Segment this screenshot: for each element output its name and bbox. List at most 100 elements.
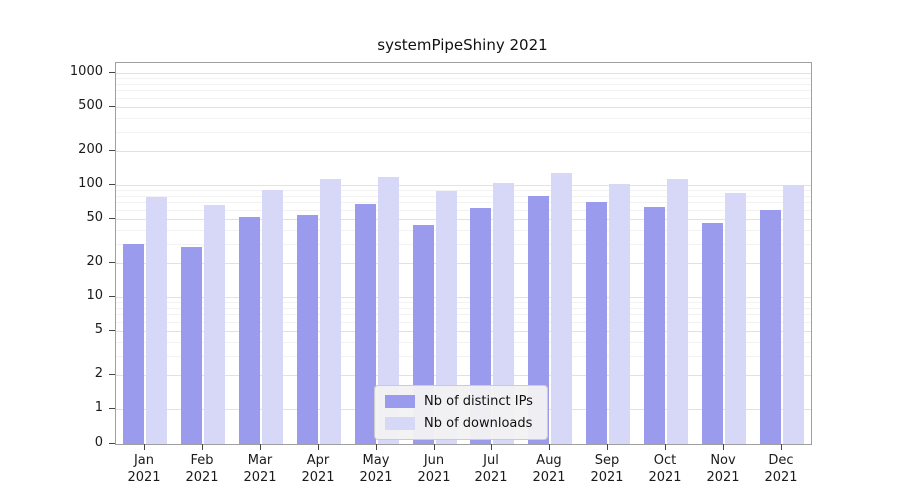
x-tick-mark <box>549 444 550 450</box>
legend-label-downloads: Nb of downloads <box>424 416 533 431</box>
y-tick-label: 1 <box>94 400 103 415</box>
gridline-minor <box>116 78 811 79</box>
x-tick-mark <box>607 444 608 450</box>
x-tick-label: Sep 2021 <box>575 452 639 486</box>
y-tick-mark <box>109 330 115 331</box>
y-tick-mark <box>109 184 115 185</box>
bar-downloads-nov <box>725 193 746 444</box>
bar-distinct-ips-mar <box>239 217 260 444</box>
y-tick-mark <box>109 374 115 375</box>
x-tick-label: Jun 2021 <box>402 452 466 486</box>
x-tick-mark <box>260 444 261 450</box>
bar-downloads-mar <box>262 190 283 444</box>
legend-item-downloads: Nb of downloads <box>385 416 533 431</box>
gridline-minor <box>116 210 811 211</box>
gridline-minor <box>116 314 811 315</box>
y-tick-mark <box>109 150 115 151</box>
x-tick-year: 2021 <box>532 470 566 485</box>
gridline-minor <box>116 202 811 203</box>
gridline-minor <box>116 322 811 323</box>
gridline-major <box>116 107 811 108</box>
x-tick-year: 2021 <box>127 470 161 485</box>
x-tick-year: 2021 <box>185 470 219 485</box>
x-tick-year: 2021 <box>359 470 393 485</box>
x-tick-year: 2021 <box>301 470 335 485</box>
x-tick-label: Apr 2021 <box>286 452 350 486</box>
gridline-major <box>116 263 811 264</box>
legend-swatch-downloads <box>385 417 415 430</box>
legend-item-distinct-ips: Nb of distinct IPs <box>385 394 533 409</box>
bar-downloads-aug <box>551 173 572 444</box>
y-tick-mark <box>109 296 115 297</box>
y-tick-mark <box>109 443 115 444</box>
gridline-minor <box>116 132 811 133</box>
bar-distinct-ips-dec <box>760 210 781 444</box>
gridline-minor <box>116 356 811 357</box>
y-tick-label: 5 <box>94 322 103 337</box>
x-tick-year: 2021 <box>474 470 508 485</box>
x-tick-year: 2021 <box>648 470 682 485</box>
gridline-minor <box>116 342 811 343</box>
chart-title: systemPipeShiny 2021 <box>377 36 548 54</box>
y-tick-label: 10 <box>86 288 103 303</box>
bar-downloads-may <box>378 177 399 444</box>
x-tick-mark <box>434 444 435 450</box>
bar-downloads-apr <box>320 179 341 444</box>
x-tick-month: Sep <box>594 453 620 468</box>
bar-downloads-sep <box>609 184 630 444</box>
x-tick-mark <box>665 444 666 450</box>
bar-downloads-feb <box>204 205 225 444</box>
gridline-minor <box>116 302 811 303</box>
x-tick-month: May <box>362 453 390 468</box>
x-tick-month: Jul <box>483 453 499 468</box>
x-tick-year: 2021 <box>417 470 451 485</box>
x-tick-year: 2021 <box>764 470 798 485</box>
x-tick-label: May 2021 <box>344 452 408 486</box>
bar-downloads-jun <box>436 191 457 444</box>
gridline-major <box>116 151 811 152</box>
y-tick-label: 50 <box>86 210 103 225</box>
x-tick-month: Mar <box>247 453 273 468</box>
x-tick-month: Apr <box>306 453 330 468</box>
y-tick-label: 500 <box>78 98 103 113</box>
plot-area: Nb of distinct IPs Nb of downloads <box>115 62 812 445</box>
gridline-minor <box>116 244 811 245</box>
x-tick-label: Dec 2021 <box>749 452 813 486</box>
bar-downloads-dec <box>783 185 804 444</box>
gridline-major <box>116 375 811 376</box>
y-tick-label: 20 <box>86 254 103 269</box>
gridline-major <box>116 297 811 298</box>
x-tick-month: Nov <box>710 453 736 468</box>
bar-distinct-ips-aug <box>528 196 549 444</box>
bar-distinct-ips-jan <box>123 244 144 444</box>
x-tick-mark <box>781 444 782 450</box>
legend-label-distinct-ips: Nb of distinct IPs <box>424 394 533 409</box>
y-tick-mark <box>109 218 115 219</box>
gridline-minor <box>116 308 811 309</box>
y-tick-mark <box>109 106 115 107</box>
y-tick-mark <box>109 262 115 263</box>
x-tick-mark <box>144 444 145 450</box>
x-tick-mark <box>723 444 724 450</box>
y-tick-mark <box>109 72 115 73</box>
x-tick-label: Nov 2021 <box>691 452 755 486</box>
x-tick-mark <box>202 444 203 450</box>
gridline-minor <box>116 230 811 231</box>
x-tick-label: Mar 2021 <box>228 452 292 486</box>
bar-distinct-ips-apr <box>297 215 318 444</box>
y-tick-mark <box>109 408 115 409</box>
bar-distinct-ips-may <box>355 204 376 444</box>
x-tick-year: 2021 <box>243 470 277 485</box>
bar-distinct-ips-sep <box>586 202 607 444</box>
bar-downloads-jul <box>493 183 514 444</box>
x-tick-month: Feb <box>190 453 214 468</box>
x-tick-label: Jul 2021 <box>459 452 523 486</box>
x-tick-month: Oct <box>653 453 677 468</box>
bar-distinct-ips-nov <box>702 223 723 444</box>
y-tick-label: 200 <box>78 142 103 157</box>
gridline-major <box>116 219 811 220</box>
y-tick-label: 2 <box>94 366 103 381</box>
x-tick-label: Oct 2021 <box>633 452 697 486</box>
bar-distinct-ips-oct <box>644 207 665 444</box>
